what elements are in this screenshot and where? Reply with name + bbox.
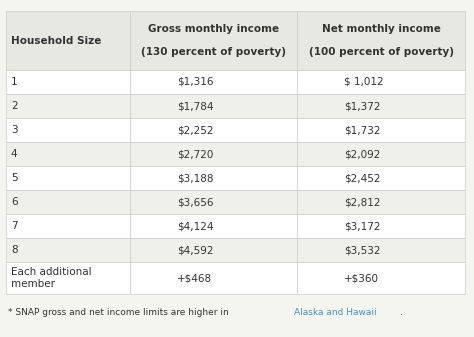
Text: $3,188: $3,188 bbox=[177, 173, 213, 183]
Text: $4,124: $4,124 bbox=[177, 221, 213, 231]
Text: .: . bbox=[400, 308, 402, 317]
Bar bbox=[297, 142, 465, 166]
Text: $2,720: $2,720 bbox=[177, 149, 213, 159]
Text: 1: 1 bbox=[11, 77, 18, 87]
Bar bbox=[130, 118, 297, 142]
Bar bbox=[297, 166, 465, 190]
Text: 7: 7 bbox=[11, 221, 18, 231]
Bar bbox=[130, 214, 297, 238]
Bar bbox=[6, 94, 130, 118]
Bar bbox=[130, 190, 297, 214]
Text: $3,656: $3,656 bbox=[177, 197, 213, 207]
Text: $3,172: $3,172 bbox=[344, 221, 381, 231]
Bar bbox=[297, 190, 465, 214]
Text: Gross monthly income

(130 percent of poverty): Gross monthly income (130 percent of pov… bbox=[141, 24, 286, 57]
Bar bbox=[297, 238, 465, 263]
Text: 4: 4 bbox=[11, 149, 18, 159]
Bar bbox=[6, 214, 130, 238]
Bar bbox=[130, 94, 297, 118]
Text: 5: 5 bbox=[11, 173, 18, 183]
Text: * SNAP gross and net income limits are higher in: * SNAP gross and net income limits are h… bbox=[9, 308, 232, 317]
Bar bbox=[6, 118, 130, 142]
Text: $1,372: $1,372 bbox=[344, 101, 381, 111]
Text: 2: 2 bbox=[11, 101, 18, 111]
Text: $2,452: $2,452 bbox=[344, 173, 381, 183]
Bar bbox=[6, 238, 130, 263]
Bar bbox=[6, 11, 130, 70]
Text: Alaska and Hawaii: Alaska and Hawaii bbox=[294, 308, 377, 317]
Bar bbox=[130, 263, 297, 294]
Text: $2,252: $2,252 bbox=[177, 125, 213, 135]
Bar bbox=[6, 263, 130, 294]
Text: Each additional
member: Each additional member bbox=[11, 268, 91, 289]
Text: $1,784: $1,784 bbox=[177, 101, 213, 111]
Bar bbox=[130, 70, 297, 94]
Text: +$468: +$468 bbox=[177, 273, 212, 283]
Bar bbox=[6, 142, 130, 166]
Bar bbox=[130, 238, 297, 263]
Bar bbox=[130, 166, 297, 190]
Text: $ 1,012: $ 1,012 bbox=[344, 77, 384, 87]
Bar bbox=[297, 214, 465, 238]
Text: 3: 3 bbox=[11, 125, 18, 135]
Text: $2,812: $2,812 bbox=[344, 197, 381, 207]
Text: +$360: +$360 bbox=[344, 273, 379, 283]
Bar bbox=[297, 11, 465, 70]
Bar bbox=[297, 118, 465, 142]
Bar bbox=[297, 70, 465, 94]
Text: $1,732: $1,732 bbox=[344, 125, 381, 135]
Text: $2,092: $2,092 bbox=[344, 149, 381, 159]
Bar bbox=[6, 190, 130, 214]
Text: 8: 8 bbox=[11, 245, 18, 255]
Text: 6: 6 bbox=[11, 197, 18, 207]
Text: $1,316: $1,316 bbox=[177, 77, 213, 87]
Bar bbox=[6, 70, 130, 94]
Text: $4,592: $4,592 bbox=[177, 245, 213, 255]
Bar bbox=[130, 142, 297, 166]
Bar bbox=[297, 94, 465, 118]
Text: Net monthly income

(100 percent of poverty): Net monthly income (100 percent of pover… bbox=[309, 24, 454, 57]
Bar bbox=[6, 166, 130, 190]
Text: $3,532: $3,532 bbox=[344, 245, 381, 255]
Bar bbox=[297, 263, 465, 294]
Bar bbox=[130, 11, 297, 70]
Text: Household Size: Household Size bbox=[11, 36, 101, 45]
